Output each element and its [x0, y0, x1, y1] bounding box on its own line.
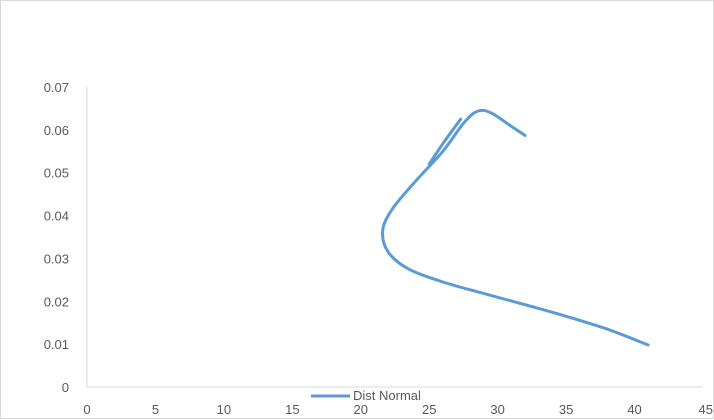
y-tick-label: 0.01	[44, 337, 69, 352]
x-tick-label: 45	[699, 402, 713, 417]
y-tick-label: 0.02	[44, 294, 69, 309]
x-tick-label: 15	[285, 402, 299, 417]
x-tick-label: 40	[627, 402, 641, 417]
x-tick-label: 10	[217, 402, 231, 417]
x-tick-label: 30	[490, 402, 504, 417]
x-tick-label: 35	[559, 402, 573, 417]
series-line-dist-normal	[381, 108, 650, 347]
y-axis-ticks: 0 0.01 0.02 0.03 0.04 0.05 0.06 0.07	[44, 80, 69, 395]
y-tick-label: 0.03	[44, 251, 69, 266]
y-tick-label: 0.06	[44, 123, 69, 138]
y-tick-label: 0.05	[44, 166, 69, 181]
y-tick-label: 0.07	[44, 80, 69, 95]
x-tick-label: 5	[152, 402, 159, 417]
series-line-segment	[427, 117, 463, 166]
x-axis-ticks: 0 5 10 15 20 25 30 35 40 45	[83, 402, 713, 417]
legend: Dist Normal	[311, 388, 421, 403]
legend-label: Dist Normal	[353, 388, 421, 403]
x-tick-label: 25	[422, 402, 436, 417]
series-layer	[381, 108, 650, 347]
y-tick-label: 0	[62, 380, 69, 395]
x-tick-label: 0	[83, 402, 90, 417]
x-tick-label: 20	[354, 402, 368, 417]
y-tick-label: 0.04	[44, 209, 69, 224]
